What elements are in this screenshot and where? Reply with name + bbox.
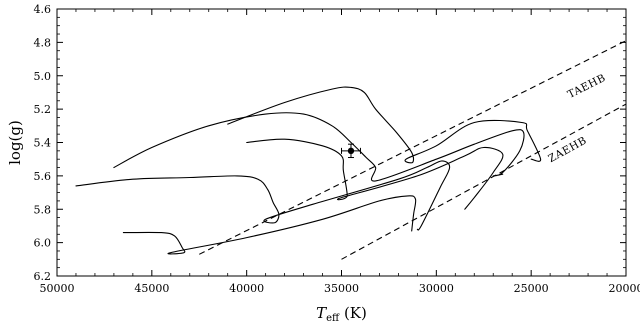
y-tick-label: 6.0 — [34, 237, 52, 250]
evolution-track-2 — [113, 112, 525, 182]
y-tick-label: 4.8 — [34, 36, 52, 49]
y-tick-label: 5.8 — [34, 203, 52, 216]
x-tick-label: 30000 — [419, 282, 454, 295]
x-axis-label-unit: (K) — [339, 304, 367, 322]
y-tick-label: 4.6 — [34, 3, 52, 16]
star-marker — [341, 143, 361, 159]
x-tick-label: 35000 — [324, 282, 359, 295]
x-tick-label: 45000 — [134, 282, 169, 295]
axis-ticks — [56, 8, 627, 277]
y-tick-label: 5.0 — [34, 70, 52, 83]
evolutionary-tracks — [75, 86, 542, 255]
y-axis-label: log(g) — [6, 120, 24, 165]
evolution-track-4 — [75, 160, 451, 231]
x-tick-label: 25000 — [514, 282, 549, 295]
x-tick-label: 20000 — [609, 282, 640, 295]
y-tick-label: 5.4 — [34, 137, 52, 150]
zaehb-line — [341, 103, 627, 260]
evolution-track-5 — [122, 195, 417, 255]
x-axis-label-main: T — [316, 304, 327, 322]
x-axis-label: Teff (K) — [316, 304, 367, 324]
y-tick-label: 5.6 — [34, 170, 52, 183]
plot-frame — [56, 8, 627, 277]
tick-labels: 50000 45000 40000 35000 30000 25000 20000 4.6 4.… — [34, 3, 640, 295]
taehb-label: TAEHB — [566, 72, 608, 101]
evolution-track-1 — [227, 86, 542, 164]
y-tick-label: 5.2 — [34, 103, 52, 116]
x-axis-label-subscript: eff — [326, 313, 340, 324]
star-point — [347, 147, 355, 155]
x-tick-label: 50000 — [40, 282, 75, 295]
x-tick-label: 40000 — [229, 282, 264, 295]
zaehb-label: ZAEHB — [546, 135, 589, 166]
evolution-track-3 — [246, 138, 504, 210]
y-tick-label: 6.2 — [34, 270, 52, 283]
